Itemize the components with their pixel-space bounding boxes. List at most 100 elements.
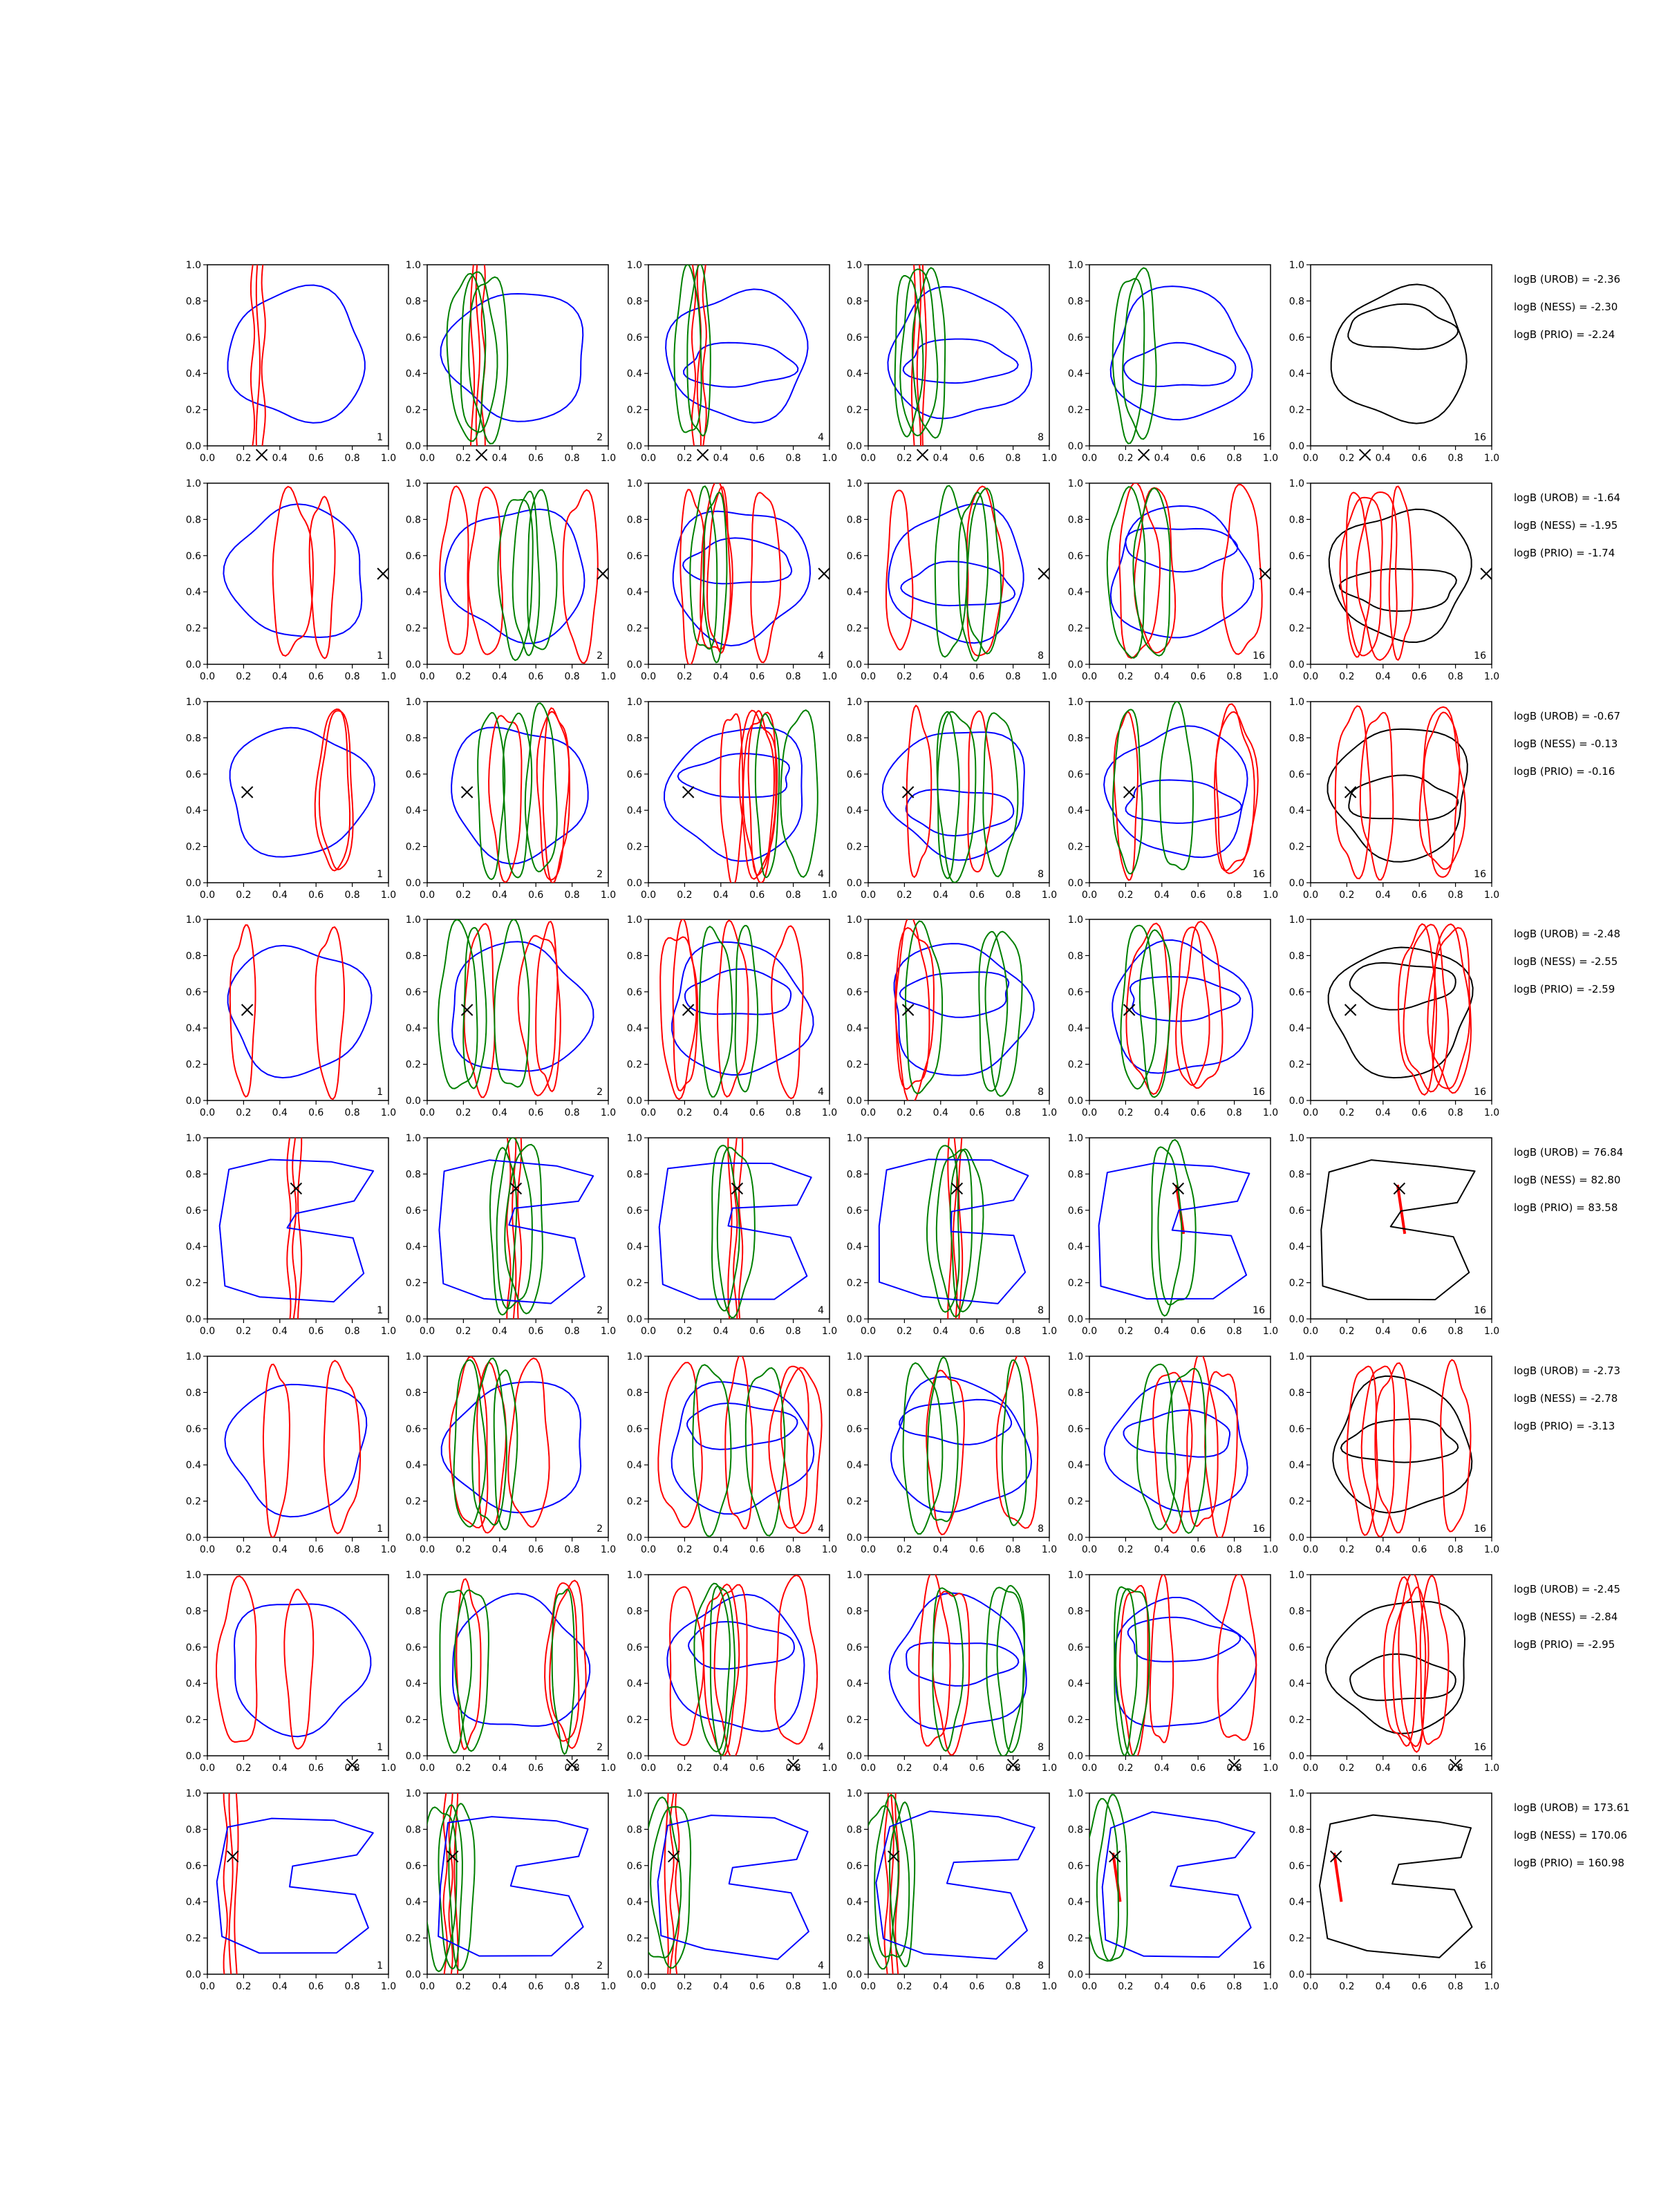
x-tick-label: 0.4 — [272, 1107, 288, 1118]
green-contour — [689, 485, 718, 650]
red-contour — [780, 1367, 823, 1535]
y-tick-label: 0.4 — [1289, 1241, 1304, 1253]
sample-marker — [696, 449, 709, 461]
y-tick-label: 0.4 — [406, 1023, 421, 1034]
blue-contour — [890, 1376, 1033, 1513]
y-tick-label: 0.2 — [1068, 405, 1083, 416]
x-tick-label: 0.2 — [236, 890, 251, 901]
panel-count-label: 8 — [1038, 650, 1044, 662]
x-tick-label: 0.2 — [1118, 453, 1133, 464]
y-tick-label: 0.2 — [1068, 1715, 1083, 1726]
x-tick-label: 0.2 — [1339, 1981, 1354, 1992]
axes-frame — [427, 482, 609, 665]
x-tick-label: 1.0 — [1484, 1107, 1499, 1118]
x-tick-label: 0.2 — [456, 1763, 471, 1774]
red-contour — [562, 489, 599, 664]
y-tick-label: 0.0 — [627, 1533, 642, 1544]
y-tick-label: 0.0 — [847, 1751, 862, 1762]
x-tick-label: 0.2 — [236, 453, 251, 464]
green-contour — [1151, 1146, 1183, 1317]
x-tick-label: 0.6 — [1412, 1981, 1427, 1992]
x-tick-label: 0.0 — [641, 1326, 656, 1337]
y-tick-label: 0.6 — [406, 551, 421, 562]
logb-annotation: logB (PRIO) = -3.13 — [1514, 1420, 1615, 1432]
x-tick-label: 0.2 — [236, 1544, 251, 1555]
green-contour — [744, 1367, 786, 1537]
x-tick-label: 0.6 — [528, 1107, 543, 1118]
y-tick-label: 1.0 — [186, 1133, 201, 1144]
y-tick-label: 0.8 — [1289, 1169, 1304, 1180]
x-tick-label: 0.2 — [897, 1981, 912, 1992]
panel-r6-c1: 0.0 0.2 0.4 0.6 0.8 1.0 0.0 0.2 0.4 0.6 0.8 1.0 1 — [186, 1351, 396, 1555]
y-tick-label: 0.2 — [627, 1933, 642, 1944]
x-tick-label: 1.0 — [1042, 890, 1057, 901]
x-tick-label: 0.0 — [200, 1107, 215, 1118]
x-tick-label: 0.0 — [1303, 1107, 1318, 1118]
x-tick-label: 0.6 — [528, 1544, 543, 1555]
y-tick-label: 0.4 — [627, 1460, 642, 1471]
sample-marker — [1123, 1004, 1136, 1016]
panel-r3-c2: 0.0 0.2 0.4 0.6 0.8 1.0 0.0 0.2 0.4 0.6 0.8 1.0 2 — [406, 697, 616, 901]
x-tick-label: 0.4 — [933, 1763, 948, 1774]
red-contour — [768, 1365, 809, 1529]
x-tick-label: 1.0 — [1484, 453, 1499, 464]
y-tick-label: 0.2 — [1289, 1278, 1304, 1289]
x-tick-label: 0.8 — [1226, 671, 1241, 682]
y-tick-label: 0.6 — [1068, 987, 1083, 998]
y-tick-label: 0.4 — [1068, 1678, 1083, 1689]
black-contour — [1330, 283, 1468, 424]
axes-frame — [207, 701, 389, 883]
sample-marker — [1329, 1850, 1342, 1863]
axes-frame — [427, 1137, 609, 1320]
y-tick-label: 0.6 — [1068, 1642, 1083, 1653]
red-contour — [544, 1582, 580, 1742]
y-tick-label: 1.0 — [847, 1788, 862, 1799]
x-tick-label: 1.0 — [1263, 1981, 1278, 1992]
x-tick-label: 0.4 — [272, 453, 288, 464]
red-contour — [223, 1793, 228, 1974]
x-tick-label: 0.0 — [641, 671, 656, 682]
y-tick-label: 0.4 — [186, 1678, 201, 1689]
panel-count-label: 16 — [1253, 1742, 1265, 1753]
logb-annotation: logB (NESS) = -2.55 — [1514, 955, 1618, 968]
y-tick-label: 0.0 — [1289, 1314, 1304, 1325]
y-tick-label: 0.6 — [1068, 1861, 1083, 1872]
y-tick-label: 1.0 — [847, 915, 862, 926]
red-contour — [921, 265, 927, 446]
y-tick-label: 0.0 — [847, 1314, 862, 1325]
y-tick-label: 0.4 — [627, 587, 642, 598]
panel-r2-c2: 0.0 0.2 0.4 0.6 0.8 1.0 0.0 0.2 0.4 0.6 0.8 1.0 2 — [406, 478, 616, 682]
y-tick-label: 0.2 — [1068, 1497, 1083, 1508]
x-tick-label: 0.6 — [749, 1107, 765, 1118]
x-tick-label: 0.2 — [236, 1981, 251, 1992]
panel-r3-c1: 0.0 0.2 0.4 0.6 0.8 1.0 0.0 0.2 0.4 0.6 0.8 1.0 1 — [186, 697, 396, 901]
x-tick-label: 0.6 — [749, 1326, 765, 1337]
logb-annotation: logB (UROB) = -2.73 — [1514, 1365, 1620, 1377]
sample-marker — [346, 1759, 359, 1771]
panel-r2-c5: 0.0 0.2 0.4 0.6 0.8 1.0 0.0 0.2 0.4 0.6 0.8 1.0 16 — [1068, 478, 1278, 682]
y-tick-label: 0.8 — [1289, 296, 1304, 307]
x-tick-label: 0.2 — [236, 671, 251, 682]
red-contour — [506, 1138, 512, 1319]
blue-contour — [899, 971, 1010, 1018]
x-tick-label: 0.0 — [420, 671, 435, 682]
panel-count-label: 8 — [1038, 1742, 1044, 1753]
panel-count-label: 2 — [597, 1960, 603, 1971]
blue-contour — [686, 1402, 798, 1450]
y-tick-label: 0.8 — [847, 1169, 862, 1180]
panel-count-label: 16 — [1253, 1960, 1265, 1971]
x-tick-label: 0.8 — [785, 453, 800, 464]
x-tick-label: 0.2 — [456, 1544, 471, 1555]
x-tick-label: 1.0 — [601, 1981, 616, 1992]
x-tick-label: 0.8 — [785, 1981, 800, 1992]
x-tick-label: 0.4 — [492, 1326, 507, 1337]
blue-contour — [1125, 527, 1239, 573]
red-contour — [724, 1356, 753, 1530]
y-tick-label: 0.2 — [1068, 1060, 1083, 1071]
panel-count-label: 1 — [377, 1087, 383, 1098]
sample-marker — [1344, 1004, 1357, 1016]
y-tick-label: 0.0 — [406, 1751, 421, 1762]
y-tick-label: 0.2 — [627, 405, 642, 416]
blue-contour — [1127, 1616, 1241, 1662]
red-contour — [967, 710, 994, 873]
